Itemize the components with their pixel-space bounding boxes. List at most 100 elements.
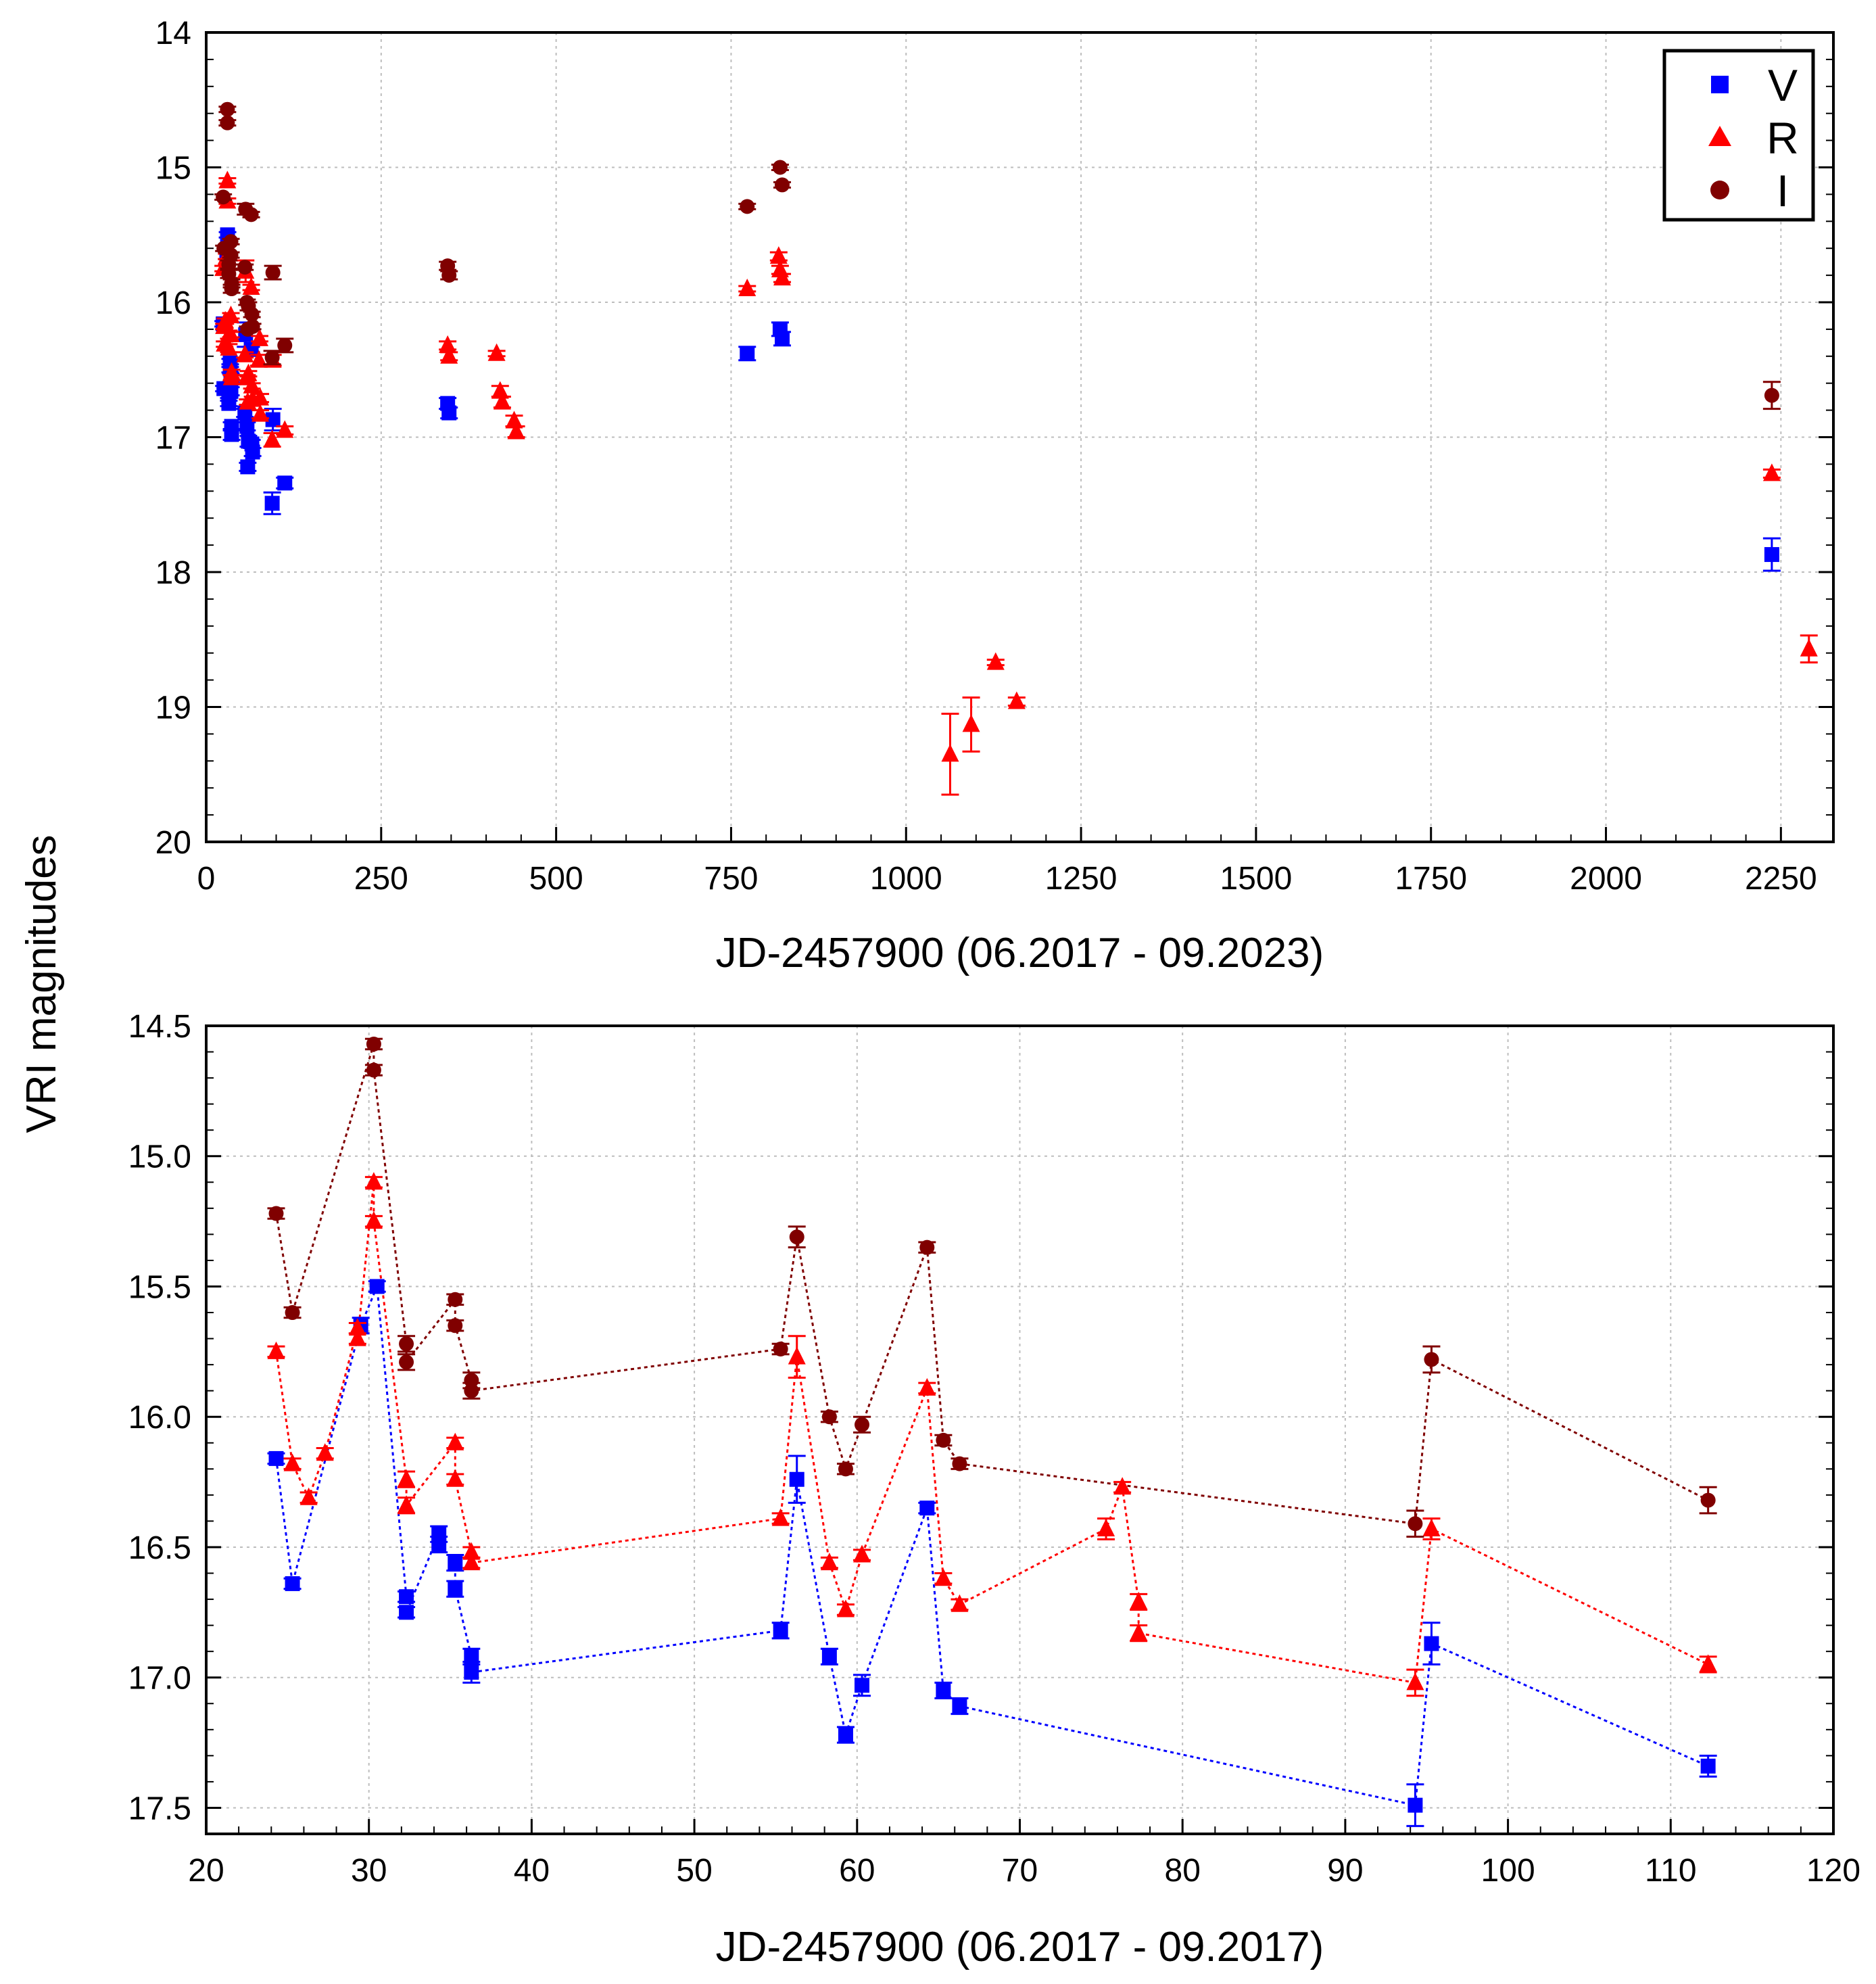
data-point-I: [236, 260, 254, 275]
data-point-V: [440, 405, 458, 421]
data-point-I: [398, 1335, 416, 1353]
data-point-R: [398, 1469, 416, 1488]
data-point-I: [242, 207, 260, 222]
data-point-I: [364, 1036, 383, 1052]
marker-square: [265, 412, 281, 427]
marker-triangle: [348, 1318, 366, 1336]
marker-circle: [838, 1461, 853, 1477]
marker-circle: [775, 177, 790, 193]
data-point-R: [446, 1432, 464, 1450]
marker-square: [952, 1699, 967, 1714]
marker-triangle: [507, 421, 525, 440]
top-x-tick-labels: 0 250 500 750 1000 1250 1500 1750 2000 2250: [197, 827, 1817, 897]
y-tick-label: 16: [155, 285, 191, 321]
data-point-I: [214, 189, 233, 205]
marker-square: [838, 1727, 853, 1743]
marker-circle: [220, 101, 235, 117]
data-point-R: [263, 429, 281, 448]
marker-circle: [464, 1383, 479, 1398]
legend-label: V: [1768, 60, 1798, 110]
marker-triangle: [218, 170, 237, 189]
data-point-R: [267, 1341, 285, 1359]
data-point-V: [1422, 1622, 1441, 1666]
data-point-R: [951, 1594, 969, 1612]
y-tick-label: 15: [155, 151, 191, 187]
marker-square: [855, 1678, 870, 1693]
marker-circle: [285, 1305, 300, 1321]
data-point-R: [1422, 1517, 1441, 1540]
data-point-R: [1007, 691, 1026, 709]
marker-triangle: [1406, 1672, 1424, 1691]
data-point-V: [368, 1279, 386, 1294]
marker-triangle: [364, 1211, 383, 1229]
marker-circle: [366, 1036, 381, 1052]
y-tick-label: 14.5: [128, 1009, 191, 1045]
data-point-I: [820, 1409, 838, 1425]
marker-square: [1424, 1636, 1439, 1651]
marker-square: [821, 1649, 837, 1664]
marker-circle: [224, 281, 239, 297]
marker-triangle: [242, 277, 260, 296]
marker-triangle: [364, 1172, 383, 1190]
y-tick-label: 19: [155, 690, 191, 726]
y-tick-label: 16.5: [128, 1530, 191, 1566]
marker-square: [239, 419, 255, 434]
data-point-R: [446, 1469, 464, 1487]
data-point-I: [462, 1381, 481, 1400]
data-point-R: [251, 387, 270, 406]
data-point-R: [250, 328, 268, 346]
data-point-R: [462, 1553, 481, 1571]
marker-square: [221, 396, 237, 411]
data-point-I: [446, 1292, 464, 1307]
data-point-I: [738, 199, 756, 214]
marker-circle: [399, 1336, 414, 1352]
marker-square: [441, 405, 457, 421]
data-point-V: [276, 475, 294, 491]
marker-circle: [448, 1292, 463, 1307]
data-point-R: [364, 1172, 383, 1190]
marker-circle: [821, 1409, 837, 1425]
data-point-R: [1097, 1517, 1115, 1540]
data-point-V: [853, 1674, 871, 1697]
x-tick-label: 0: [197, 861, 216, 897]
marker-square: [740, 346, 755, 361]
data-point-R: [440, 346, 458, 364]
marker-triangle: [1699, 1654, 1717, 1672]
marker-square: [277, 475, 293, 491]
data-point-I: [1699, 1486, 1717, 1515]
marker-square: [936, 1682, 951, 1698]
marker-square: [264, 496, 280, 511]
data-point-I: [771, 1342, 790, 1356]
data-point-R: [788, 1335, 806, 1379]
shared-y-axis-label: VRI magnitudes: [18, 834, 65, 1133]
marker-triangle: [836, 1599, 855, 1617]
data-point-V: [222, 383, 240, 399]
marker-triangle: [446, 1469, 464, 1487]
marker-triangle: [487, 343, 506, 361]
x-tick-label: 1000: [870, 861, 942, 897]
data-point-I: [446, 1318, 464, 1333]
data-point-R: [769, 246, 788, 264]
data-point-I: [836, 1461, 855, 1477]
marker-circle: [1424, 1352, 1439, 1367]
data-point-R: [1113, 1477, 1132, 1495]
data-point-I: [440, 268, 458, 283]
marker-circle: [448, 1318, 463, 1333]
marker-circle: [264, 350, 280, 365]
data-point-R: [773, 268, 792, 286]
marker-triangle: [788, 1346, 806, 1365]
marker-triangle: [1130, 1591, 1148, 1609]
bottom-plot-frame: [205, 1024, 1835, 1835]
data-point-I: [1406, 1509, 1424, 1538]
marker-triangle: [251, 387, 270, 406]
x-tick-label: 500: [529, 861, 583, 897]
legend-marker-triangle: [1708, 126, 1731, 146]
data-point-V: [446, 1580, 464, 1598]
data-point-I: [788, 1225, 806, 1249]
marker-triangle: [251, 404, 270, 422]
marker-square: [369, 1279, 385, 1294]
marker-circle: [277, 337, 293, 353]
data-point-I: [853, 1415, 871, 1434]
data-point-R: [918, 1377, 936, 1396]
